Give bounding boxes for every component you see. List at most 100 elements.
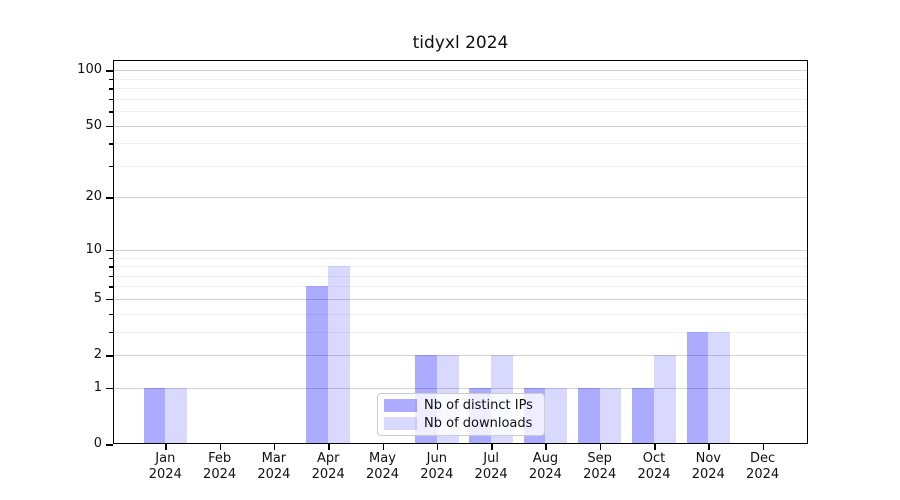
gridline-minor-3: [113, 331, 808, 333]
y-tick-100: [106, 70, 113, 72]
x-tick-label-line: 2024: [148, 466, 182, 482]
y-minortick-7: [109, 275, 113, 278]
y-tick-label-2: 2: [93, 347, 102, 362]
x-tick-label-line: Oct: [642, 451, 666, 466]
bar-nb-of-downloads-aug-2024: [545, 387, 568, 444]
x-tick-label-jul-2024: Jul 2024: [459, 451, 523, 482]
bar-nb-of-downloads-oct-2024: [654, 355, 676, 444]
x-tick-label-line: 2024: [203, 466, 237, 482]
x-tick-label-line: 2024: [257, 466, 291, 482]
bar-nb-of-downloads-sep-2024: [599, 387, 622, 444]
gridline-minor-9: [113, 257, 808, 259]
legend-swatch-downloads: [384, 416, 417, 430]
y-tick-1: [106, 387, 113, 390]
gridline-major-20: [113, 197, 808, 199]
x-tick-label-line: Dec: [750, 451, 776, 466]
y-tick-5: [106, 298, 113, 301]
x-tick-label-line: 2024: [311, 466, 345, 482]
y-minortick-60: [109, 111, 113, 113]
y-minortick-3: [109, 331, 113, 334]
gridline-minor-60: [113, 111, 808, 112]
y-tick-20: [106, 197, 113, 199]
x-tick-label-line: Aug: [532, 451, 559, 466]
x-tick-label-line: Sep: [587, 451, 612, 466]
x-tick-nov-2024: [708, 444, 710, 450]
y-tick-label-20: 20: [85, 189, 102, 205]
x-tick-label-line: Jun: [426, 451, 447, 466]
x-tick-oct-2024: [654, 444, 656, 450]
gridline-minor-4: [113, 313, 808, 315]
bar-nb-of-distinct-ips-apr-2024: [306, 286, 329, 444]
x-tick-label-line: 2024: [691, 466, 725, 482]
x-tick-label-line: 2024: [365, 466, 400, 482]
x-tick-may-2024: [382, 444, 384, 450]
x-tick-label-line: 2024: [746, 466, 780, 482]
y-tick-label-5: 5: [93, 290, 102, 306]
x-tick-mar-2024: [273, 444, 276, 450]
x-tick-label-line: Jan: [155, 451, 176, 466]
gridline-minor-8: [113, 266, 808, 267]
x-tick-jun-2024: [436, 444, 439, 450]
x-tick-label-oct-2024: Oct 2024: [622, 451, 686, 482]
gridline-minor-6: [113, 286, 808, 288]
x-tick-apr-2024: [328, 444, 330, 450]
x-tick-dec-2024: [762, 444, 765, 450]
x-tick-label-line: Feb: [208, 451, 232, 466]
x-tick-label-dec-2024: Dec 2024: [731, 451, 795, 482]
x-tick-label-feb-2024: Feb 2024: [188, 451, 252, 482]
gridline-major-2: [113, 355, 808, 356]
bar-nb-of-distinct-ips-nov-2024: [686, 331, 709, 444]
y-minortick-80: [109, 88, 113, 90]
gridline-major-50: [113, 125, 808, 127]
x-tick-aug-2024: [545, 444, 547, 450]
gridline-minor-80: [113, 88, 808, 89]
y-minortick-70: [109, 98, 113, 101]
legend-swatch-distinct-ips: [384, 399, 417, 413]
legend: Nb of distinct IPs Nb of downloads: [377, 393, 545, 436]
gridline-minor-40: [113, 143, 808, 145]
y-tick-10: [106, 249, 113, 252]
x-tick-label-mar-2024: Mar 2024: [242, 451, 306, 482]
bar-nb-of-distinct-ips-oct-2024: [632, 387, 654, 444]
x-tick-label-sep-2024: Sep 2024: [568, 451, 632, 482]
x-tick-label-line: Apr: [316, 451, 340, 466]
legend-item-downloads: Nb of downloads: [384, 416, 538, 431]
bar-nb-of-distinct-ips-sep-2024: [577, 387, 600, 444]
x-tick-label-line: 2024: [474, 466, 508, 482]
x-tick-label-line: 2024: [528, 466, 562, 482]
gridline-major-100: [113, 70, 808, 72]
y-minortick-9: [109, 257, 113, 259]
x-tick-label-aug-2024: Aug 2024: [513, 451, 577, 482]
x-tick-label-line: Jul: [483, 451, 499, 466]
bar-nb-of-downloads-nov-2024: [708, 331, 731, 444]
x-tick-sep-2024: [599, 444, 602, 450]
y-tick-0: [106, 444, 113, 446]
x-tick-label-line: May: [369, 451, 396, 466]
y-tick-label-1: 1: [93, 379, 102, 395]
y-minortick-90: [109, 78, 113, 81]
legend-label-distinct-ips: Nb of distinct IPs: [424, 398, 533, 414]
gridline-minor-70: [113, 98, 808, 100]
gridline-major-10: [113, 249, 808, 251]
x-tick-label-jan-2024: Jan 2024: [133, 451, 197, 482]
x-tick-feb-2024: [219, 444, 222, 450]
x-tick-label-line: 2024: [420, 466, 454, 482]
bar-nb-of-distinct-ips-jan-2024: [143, 387, 166, 444]
y-minortick-40: [109, 143, 113, 145]
gridline-minor-90: [113, 78, 808, 80]
y-minortick-6: [109, 286, 113, 288]
gridline-major-1: [113, 387, 808, 389]
x-tick-label-jun-2024: Jun 2024: [405, 451, 469, 482]
chart-title: tidyxl 2024: [412, 33, 509, 53]
y-tick-label-100: 100: [77, 62, 102, 78]
x-tick-jan-2024: [165, 444, 167, 450]
bar-nb-of-downloads-jan-2024: [165, 387, 188, 444]
y-minortick-8: [109, 266, 113, 268]
x-tick-label-may-2024: May 2024: [351, 451, 415, 482]
x-tick-label-nov-2024: Nov 2024: [676, 451, 740, 482]
y-tick-label-50: 50: [85, 117, 102, 133]
y-minortick-30: [109, 165, 113, 168]
gridline-minor-7: [113, 275, 808, 277]
gridline-major-5: [113, 298, 808, 300]
